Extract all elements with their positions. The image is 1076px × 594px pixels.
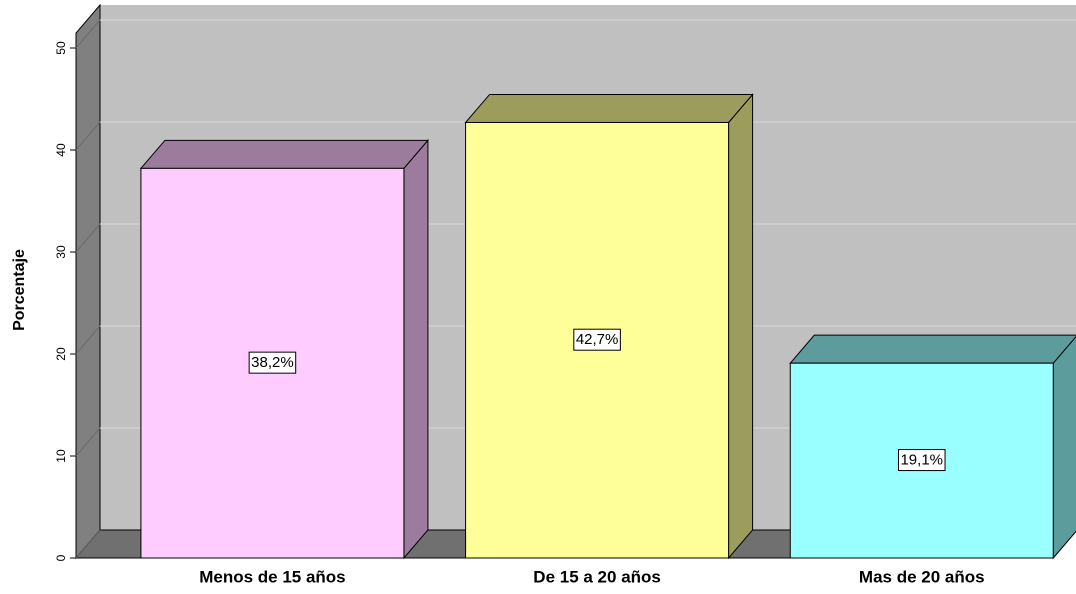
y-tick-label: 0: [54, 554, 68, 561]
y-tick-label: 40: [54, 143, 68, 157]
y-tick-label: 30: [54, 245, 68, 259]
x-tick-label: Mas de 20 años: [859, 567, 985, 586]
value-label: 38,2%: [251, 354, 294, 371]
y-tick-label: 50: [54, 41, 68, 55]
bar-side: [403, 139, 429, 560]
left-wall: [75, 3, 101, 560]
wall-grid: [75, 223, 101, 253]
wall-grid: [75, 529, 101, 559]
x-tick-label: De 15 a 20 años: [533, 567, 661, 586]
bar-top: [464, 93, 754, 123]
wall-grid: [75, 19, 101, 49]
bar-side: [728, 93, 754, 560]
value-label: 42,7%: [576, 331, 619, 348]
y-tick-label: 10: [54, 449, 68, 463]
y-axis-title: Porcentaje: [11, 249, 28, 331]
bar-top: [139, 139, 430, 169]
value-label: 19,1%: [900, 452, 943, 469]
wall-grid: [75, 121, 101, 151]
value-label-box: [248, 351, 297, 374]
bar-top: [789, 334, 1076, 364]
x-tick-label: Menos de 15 años: [199, 567, 345, 586]
value-label-box: [573, 328, 621, 351]
wall-grid: [75, 325, 101, 355]
value-label-box: [897, 449, 946, 472]
wall-grid: [75, 427, 101, 457]
bar-side: [1052, 335, 1076, 560]
y-tick-label: 20: [54, 347, 68, 361]
